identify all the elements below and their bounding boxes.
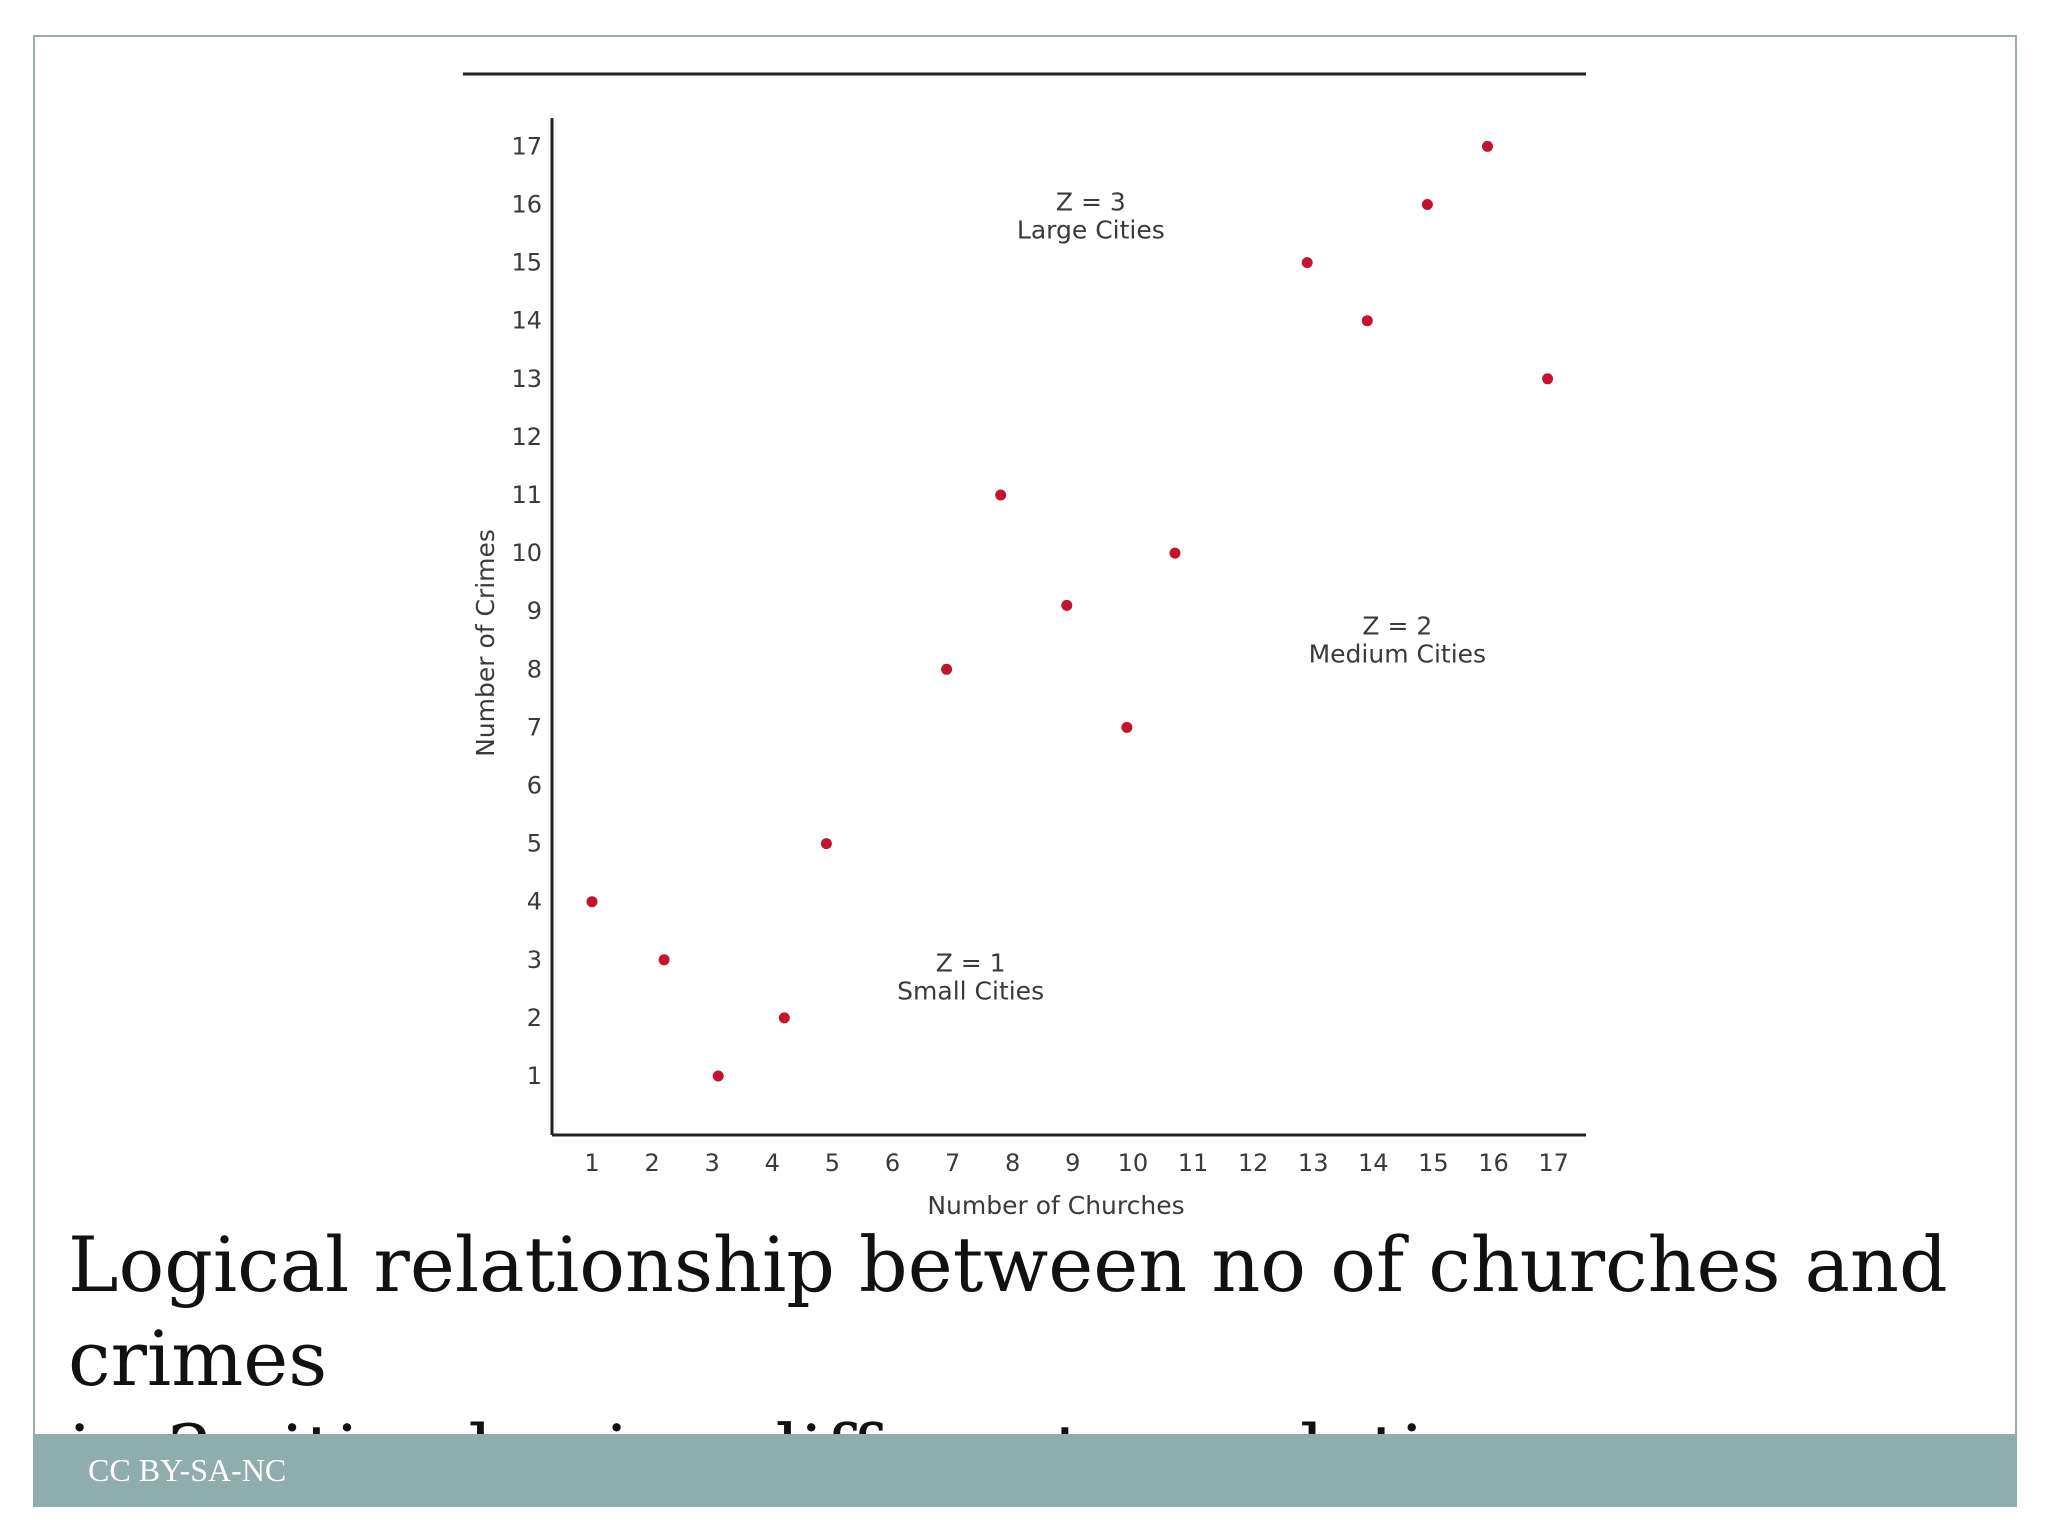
x-axis-title: Number of Churches — [927, 1191, 1184, 1220]
data-point — [586, 896, 598, 908]
data-point — [1361, 315, 1373, 327]
x-tick-label: 4 — [765, 1149, 780, 1177]
y-tick-label: 14 — [511, 307, 542, 335]
y-tick-label: 1 — [527, 1062, 542, 1090]
y-tick-label: 17 — [511, 132, 542, 160]
footer-bar: CC BY-SA-NC — [33, 1434, 2017, 1507]
data-point — [820, 838, 832, 850]
x-tick-label: 7 — [945, 1149, 960, 1177]
data-point — [1061, 599, 1073, 611]
annotation-city-label: Medium Cities — [1309, 639, 1486, 668]
slide-frame — [33, 35, 2017, 1507]
data-point — [712, 1070, 724, 1082]
annotation-z-label: Z = 1 — [936, 948, 1006, 977]
y-tick-label: 5 — [527, 830, 542, 858]
y-tick-label: 15 — [511, 249, 542, 277]
annotation-z-label: Z = 2 — [1362, 611, 1432, 640]
y-tick-label: 10 — [511, 539, 542, 567]
x-tick-label: 1 — [584, 1149, 599, 1177]
x-tick-label: 15 — [1418, 1149, 1449, 1177]
data-point — [658, 954, 670, 966]
annotation-z-label: Z = 3 — [1056, 187, 1126, 216]
x-tick-label: 2 — [644, 1149, 659, 1177]
x-tick-label: 13 — [1298, 1149, 1329, 1177]
y-tick-label: 13 — [511, 365, 542, 393]
y-tick-label: 9 — [527, 597, 542, 625]
data-point — [941, 663, 953, 675]
x-tick-label: 5 — [825, 1149, 840, 1177]
annotation-city-label: Small Cities — [897, 976, 1044, 1005]
data-point — [1421, 199, 1433, 210]
x-tick-label: 14 — [1358, 1149, 1389, 1177]
data-point — [1121, 721, 1133, 733]
x-tick-label: 17 — [1538, 1149, 1569, 1177]
data-point — [1542, 373, 1554, 385]
x-tick-label: 12 — [1238, 1149, 1269, 1177]
x-tick-labels: 1 2 3 4 5 6 7 8 9 10 11 12 13 14 15 16 17 — [584, 1149, 1569, 1177]
data-points — [586, 140, 1554, 1082]
annotation-city-label: Large Cities — [1017, 215, 1165, 244]
x-tick-label: 8 — [1005, 1149, 1020, 1177]
data-point — [1481, 140, 1493, 152]
data-point — [1301, 257, 1313, 269]
y-tick-label: 4 — [527, 888, 542, 916]
data-point — [1169, 547, 1181, 559]
x-tick-label: 3 — [705, 1149, 720, 1177]
x-tick-label: 9 — [1065, 1149, 1080, 1177]
data-point — [778, 1012, 790, 1024]
license-text: CC BY-SA-NC — [88, 1452, 287, 1488]
x-tick-label: 11 — [1178, 1149, 1209, 1177]
y-tick-label: 3 — [527, 946, 542, 974]
y-tick-label: 6 — [527, 772, 542, 800]
y-tick-label: 8 — [527, 655, 542, 683]
data-point — [995, 489, 1007, 501]
y-tick-label: 7 — [527, 713, 542, 741]
x-tick-label: 16 — [1478, 1149, 1509, 1177]
x-tick-label: 10 — [1118, 1149, 1149, 1177]
y-tick-label: 2 — [527, 1004, 542, 1032]
y-tick-label: 16 — [511, 191, 542, 219]
x-tick-label: 6 — [885, 1149, 900, 1177]
y-tick-label: 12 — [511, 423, 542, 451]
y-axis-title: Number of Crimes — [471, 529, 500, 757]
y-tick-label: 11 — [511, 481, 542, 509]
